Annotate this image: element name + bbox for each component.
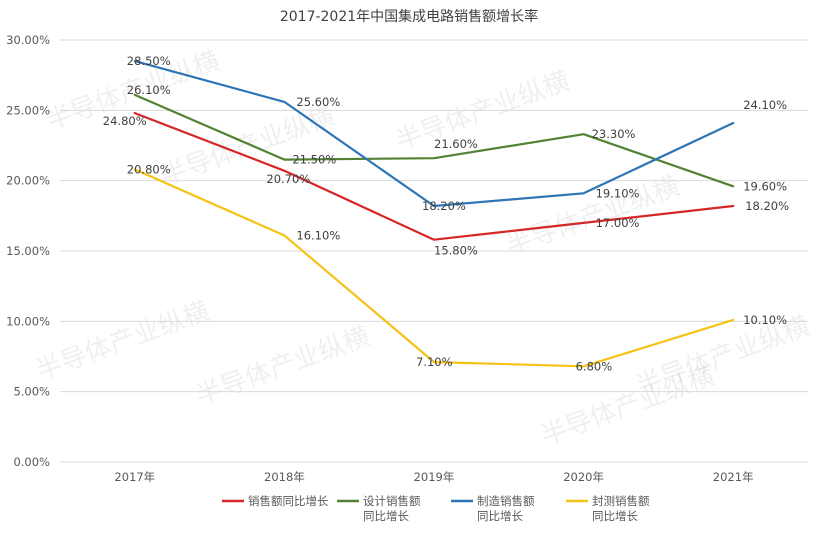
gridlines (60, 39, 808, 463)
data-label: 26.10% (127, 83, 171, 97)
y-tick-label: 25.00% (6, 103, 50, 117)
series-line (133, 111, 735, 241)
data-label: 21.50% (292, 153, 336, 167)
y-tick-label: 20.00% (6, 174, 50, 188)
data-labels-layer: 24.80% 20.70% 15.80% 17.00% 18.20% 26.10% 21.5… (103, 54, 789, 373)
data-label: 6.80% (576, 359, 613, 373)
data-label: 18.20% (745, 199, 789, 213)
data-label: 21.60% (434, 137, 478, 151)
data-label: 19.60% (743, 179, 787, 193)
data-label: 23.30% (592, 127, 636, 141)
series-layer (133, 59, 735, 368)
watermark-text: 半导体产业纵横 (32, 296, 213, 386)
data-label: 15.80% (434, 244, 478, 258)
data-label: 16.10% (296, 229, 340, 243)
x-tick-label: 2021年 (713, 470, 754, 484)
watermark-text: 半导体产业纵横 (157, 101, 338, 191)
data-label: 20.80% (127, 162, 171, 176)
legend-label: 封测销售额同比增长 (592, 494, 650, 523)
y-tick-label: 15.00% (6, 244, 50, 258)
data-label: 19.10% (596, 186, 640, 200)
legend-label: 销售额同比增长 (248, 494, 329, 508)
data-label: 10.10% (743, 313, 787, 327)
data-label: 18.20% (422, 199, 466, 213)
watermark-text: 半导体产业纵横 (502, 171, 683, 261)
watermark-text: 半导体产业纵横 (192, 321, 373, 411)
x-tick-label: 2020年 (563, 470, 604, 484)
data-label: 25.60% (296, 95, 340, 109)
legend-label: 设计销售额同比增长 (363, 494, 421, 523)
data-label: 24.10% (743, 98, 787, 112)
x-tick-label: 2019年 (414, 470, 455, 484)
data-label: 17.00% (596, 216, 640, 230)
y-tick-label: 30.00% (6, 33, 50, 47)
series-line (133, 93, 735, 188)
chart-title: 2017-2021年中国集成电路销售额增长率 (280, 8, 538, 25)
y-axis-ticks: 0.00% 5.00% 10.00% 15.00% 20.00% 25.00% 30.00% (6, 33, 50, 469)
data-label: 24.80% (103, 114, 147, 128)
x-axis-ticks: 2017年 2018年 2019年 2020年 2021年 (114, 470, 753, 484)
y-tick-label: 5.00% (13, 385, 50, 399)
data-label: 28.50% (127, 54, 171, 68)
y-tick-label: 10.00% (6, 314, 50, 328)
x-tick-label: 2018年 (264, 470, 305, 484)
data-label: 20.70% (266, 172, 310, 186)
x-tick-label: 2017年 (114, 470, 155, 484)
watermark-text: 半导体产业纵横 (392, 66, 573, 156)
data-label: 7.10% (416, 355, 453, 369)
y-tick-label: 0.00% (13, 455, 50, 469)
series-line (133, 168, 735, 368)
legend-label: 制造销售额同比增长 (477, 494, 535, 523)
series-line (133, 59, 735, 208)
legend: 销售额同比增长 设计销售额同比增长 制造销售额同比增长 封测销售额同比增长 (222, 494, 650, 523)
